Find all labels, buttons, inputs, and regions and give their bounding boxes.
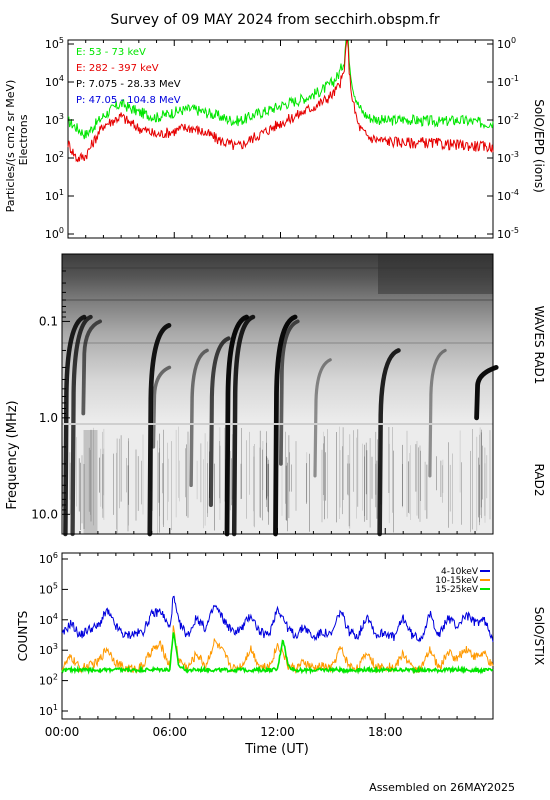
stix-ytick-label: 106 — [39, 551, 58, 566]
stix-ylabel: COUNTS — [16, 611, 30, 662]
particles-right-tick-label: 10-2 — [497, 112, 519, 127]
particles-legend-entry: E: 53 - 73 keV — [76, 47, 146, 58]
stix-ytick-label: 103 — [39, 642, 58, 657]
rad2-striations — [62, 267, 493, 534]
particles-legend: E: 53 - 73 keV E: 282 - 397 keV P: 7.075 -… — [76, 47, 181, 106]
radio-burst — [189, 348, 209, 488]
radio-burst — [208, 336, 231, 508]
stix-right-label: SolO/STIX — [532, 607, 546, 666]
rad1-dark-block — [378, 254, 493, 294]
particles-legend-entry: P: 7.075 - 28.33 MeV — [76, 79, 181, 90]
stix-ytick-label: 104 — [39, 612, 58, 627]
time-axis-tick-label: 12:00 — [260, 725, 295, 739]
time-axis-tick-label: 18:00 — [368, 725, 403, 739]
spectrogram-ylabel: Frequency (MHz) — [5, 400, 20, 509]
particles-ylabel-right: SolO/EPD (ions) — [532, 99, 546, 193]
radio-burst — [81, 319, 102, 416]
particles-ytick-label: 103 — [45, 112, 64, 127]
stix-legend-label: 10-15keV — [435, 576, 479, 586]
radio-burst — [313, 358, 332, 478]
particles-ytick-label: 102 — [45, 150, 64, 165]
particles-ytick-label: 104 — [45, 74, 64, 89]
radio-burst — [231, 314, 256, 537]
particles-right-tick-label: 10-4 — [497, 188, 519, 203]
spectrogram-ytick-label: 0.1 — [39, 314, 58, 328]
particles-series-line — [67, 40, 494, 140]
stix-ytick-label: 102 — [39, 673, 58, 688]
rad2-label: RAD2 — [532, 464, 546, 497]
waves-rad1-label: WAVES RAD1 — [532, 306, 546, 385]
particles-ylabel-electrons: Electrons — [17, 114, 30, 165]
particles-panel: E: 53 - 73 keV E: 282 - 397 keV P: 7.075 -… — [4, 36, 546, 241]
stix-series-line — [61, 632, 494, 675]
time-axis-label: Time (UT) — [244, 742, 309, 757]
particles-ytick-label: 101 — [45, 188, 64, 203]
particles-right-tick-label: 10-1 — [497, 74, 519, 89]
particles-ytick-label: 100 — [45, 226, 64, 241]
particles-legend-entry: E: 282 - 397 keV — [76, 63, 159, 74]
stix-legend-label: 15-25keV — [435, 585, 479, 595]
radio-burst — [63, 314, 87, 537]
radio-burst — [147, 323, 172, 537]
particles-ylabel: Particles/(s cm2 sr MeV) — [4, 80, 17, 213]
radio-burst — [377, 348, 401, 537]
radio-burst — [151, 365, 172, 449]
particles-series-line — [67, 40, 494, 163]
particles-legend-entry: P: 47.05 - 104.8 MeV — [76, 95, 181, 106]
spectrogram-ytick-label: 10.0 — [31, 507, 58, 521]
particles-right-tick-label: 10-3 — [497, 150, 519, 165]
time-axis: 00:00 06:00 12:00 18:00 — [45, 725, 403, 739]
spectrogram-ytick-label: 1.0 — [39, 411, 58, 425]
stix-plot-frame — [61, 552, 494, 720]
stix-series-line — [61, 595, 494, 643]
time-axis-tick-label: 00:00 — [45, 725, 80, 739]
spectrogram-panel: 0.1 1.0 10.0 Frequency (MHz) WAVES RAD1 RA… — [5, 253, 546, 537]
radio-burst — [70, 314, 93, 537]
chart-title: Survey of 09 MAY 2024 from secchirh.obsp… — [110, 12, 440, 28]
radio-burst — [279, 319, 300, 466]
particles-right-tick-label: 10-5 — [497, 226, 519, 241]
radio-bursts — [63, 314, 499, 537]
particles-ytick-label: 105 — [45, 36, 64, 51]
stix-ytick-label: 105 — [39, 581, 58, 596]
radio-burst — [428, 348, 447, 478]
radio-burst — [273, 314, 298, 537]
stix-legend-label: 4-10keV — [441, 567, 479, 577]
time-axis-tick-label: 06:00 — [152, 725, 187, 739]
assembled-footer: Assembled on 26MAY2025 — [369, 781, 515, 794]
radio-burst — [224, 314, 249, 537]
stix-ytick-label: 101 — [39, 703, 58, 718]
particles-right-tick-label: 100 — [497, 36, 516, 51]
